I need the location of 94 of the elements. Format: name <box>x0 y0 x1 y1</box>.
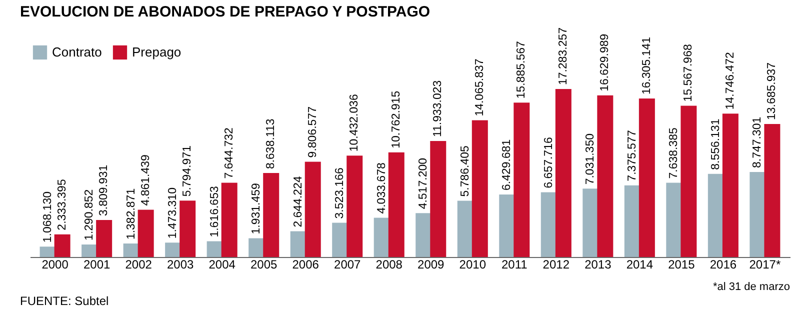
data-label: 3.523.166 <box>334 168 346 219</box>
data-label: 14.746.472 <box>724 52 736 110</box>
data-label: 13.685.937 <box>766 62 778 120</box>
data-label: 5.786.405 <box>459 146 472 197</box>
data-label: 10.762.915 <box>390 90 402 148</box>
data-label: 14.065.837 <box>474 58 486 116</box>
data-label: 1.473.310 <box>167 188 180 239</box>
x-tick-label: 2005 <box>250 258 278 272</box>
data-label: 2.333.395 <box>56 179 68 230</box>
x-tick-label: 2017* <box>749 258 781 272</box>
bar <box>708 174 724 257</box>
data-label: 15.567.968 <box>682 44 695 102</box>
bar <box>722 114 738 257</box>
x-tick-label: 2003 <box>166 258 194 272</box>
x-tick-label: 2014 <box>626 258 654 272</box>
x-tick-label: 2008 <box>376 258 403 272</box>
data-label: 4.033.678 <box>376 162 388 214</box>
bar <box>374 218 390 257</box>
bar <box>123 244 140 257</box>
data-label: 8.747.301 <box>752 116 764 168</box>
bar <box>180 200 196 257</box>
bar <box>430 141 446 257</box>
bar <box>540 192 557 257</box>
bar <box>666 182 682 257</box>
x-tick-label: 2006 <box>292 258 320 272</box>
bar <box>248 238 265 257</box>
data-label: 9.806.577 <box>306 106 319 158</box>
x-tick-label: 2013 <box>584 258 612 272</box>
data-label: 10.432.036 <box>348 94 361 152</box>
data-label: 1.382.871 <box>125 188 138 240</box>
data-label: 8.638.113 <box>265 118 278 170</box>
data-label: 8.556.131 <box>710 118 722 170</box>
bar <box>263 173 280 257</box>
x-tick-label: 2010 <box>459 258 486 272</box>
data-label: 7.031.350 <box>584 133 597 185</box>
data-label: 7.638.385 <box>668 128 680 179</box>
data-label: 7.644.732 <box>223 128 236 179</box>
data-label: 2.644.224 <box>292 176 304 228</box>
bar <box>54 234 70 257</box>
bar <box>514 102 530 257</box>
text: *al 31 de marzo <box>712 281 790 293</box>
chart-title: EVOLUCION DE ABONADOS DE PREPAGO Y POSTPAGO <box>20 3 430 20</box>
bar <box>346 156 363 257</box>
x-tick-label: 2016 <box>710 258 737 272</box>
bar <box>582 188 599 257</box>
data-label: 1.616.653 <box>208 186 221 238</box>
data-label: 1.290.852 <box>84 189 96 240</box>
bar <box>457 200 474 257</box>
source-note: FUENTE: Subtel <box>20 294 109 308</box>
data-label: 3.809.931 <box>98 164 110 216</box>
bar <box>138 210 154 257</box>
x-tick-label: 2001 <box>83 258 110 272</box>
data-label: 6.429.681 <box>501 139 514 191</box>
x-tick-label: 2004 <box>208 258 236 272</box>
bar <box>165 242 182 257</box>
data-label: 1.068.130 <box>42 191 54 243</box>
x-tick-label: 2000 <box>42 258 69 272</box>
bar <box>221 182 238 257</box>
x-tick-label: 2002 <box>125 258 152 272</box>
legend-label: Prepago <box>132 44 182 60</box>
bar <box>680 106 697 257</box>
data-label: 11.933.023 <box>432 80 444 138</box>
bar <box>332 222 348 257</box>
x-tick-label: 2012 <box>542 258 570 272</box>
bar <box>764 124 780 257</box>
bar <box>624 185 640 257</box>
data-label: 4.517.200 <box>418 158 430 210</box>
x-tick-label: 2011 <box>501 258 528 272</box>
bar <box>750 172 766 257</box>
data-label: 6.657.716 <box>542 137 555 188</box>
data-label: 5.794.971 <box>182 146 194 197</box>
bar <box>304 162 321 257</box>
legend-label: Contrato <box>52 44 102 60</box>
data-label: 1.931.459 <box>250 183 263 234</box>
data-label: 7.375.577 <box>626 130 638 182</box>
data-label: 15.885.567 <box>516 41 528 99</box>
bar <box>290 231 306 257</box>
bar <box>597 95 614 257</box>
data-label: 16.629.989 <box>599 34 612 92</box>
x-tick-label: 2007 <box>334 258 362 272</box>
bar <box>416 213 432 257</box>
bar <box>499 194 516 257</box>
bar <box>472 120 488 257</box>
bar <box>96 220 112 257</box>
data-label: 4.861.439 <box>140 154 152 206</box>
bar <box>388 152 404 257</box>
x-tick-label: 2009 <box>418 258 445 272</box>
data-label: 16.305.141 <box>640 36 653 95</box>
data-label: 17.283.257 <box>557 27 570 86</box>
bar <box>638 98 655 257</box>
bar <box>555 89 572 257</box>
x-tick-label: 2015 <box>668 258 696 272</box>
bar <box>40 246 56 257</box>
bar <box>82 244 98 257</box>
